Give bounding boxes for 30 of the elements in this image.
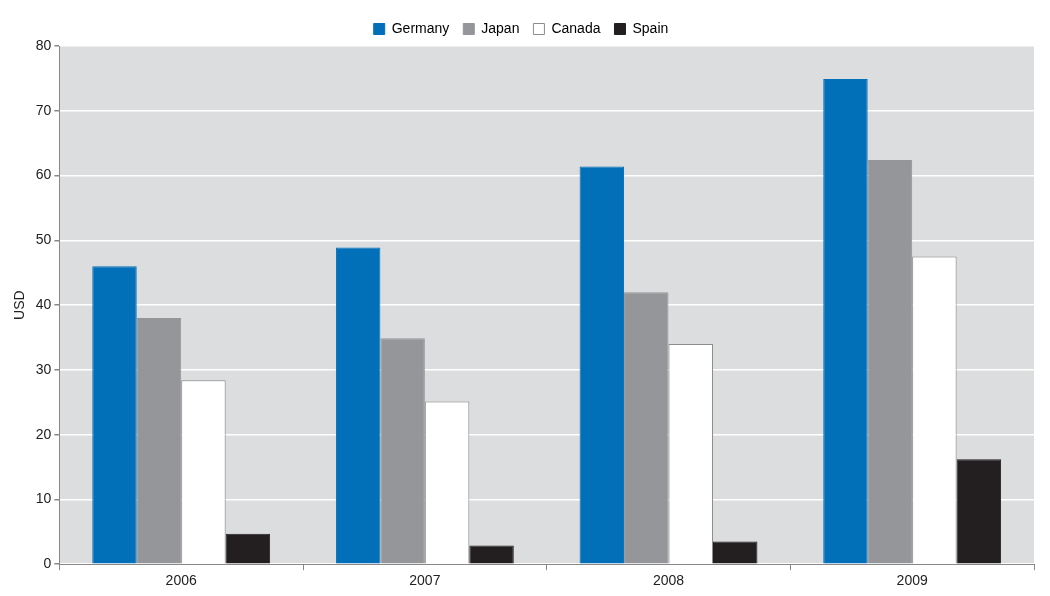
y-tick-label: 80	[35, 36, 52, 53]
y-tick-label: 30	[35, 360, 52, 377]
bar	[867, 160, 913, 564]
bar	[136, 318, 182, 564]
bar	[335, 247, 381, 564]
bar	[225, 533, 271, 564]
y-tick-label: 20	[35, 425, 52, 442]
bar	[712, 541, 758, 564]
y-tick-label: 60	[35, 166, 52, 183]
bar	[92, 266, 137, 564]
bar	[380, 338, 425, 564]
legend-label: Germany	[391, 19, 450, 36]
y-tick-label: 0	[43, 555, 52, 572]
y-tick-label: 40	[35, 295, 52, 312]
x-tick-label: 2009	[896, 572, 928, 589]
bar	[624, 292, 669, 564]
x-tick-label: 2007	[409, 572, 441, 589]
legend-label: Canada	[551, 19, 601, 36]
bar	[823, 79, 868, 564]
y-tick-label: 70	[35, 101, 52, 118]
y-tick-label: 50	[35, 231, 52, 248]
legend-label: Spain	[632, 19, 669, 36]
legend-label: Japan	[481, 19, 520, 36]
y-tick-label: 10	[35, 490, 52, 507]
bar	[956, 459, 1002, 564]
x-tick-label: 2008	[652, 572, 685, 589]
bar	[579, 166, 625, 564]
y-axis-title: USD	[11, 290, 28, 320]
x-tick-label: 2006	[165, 572, 197, 589]
bar	[469, 545, 514, 564]
